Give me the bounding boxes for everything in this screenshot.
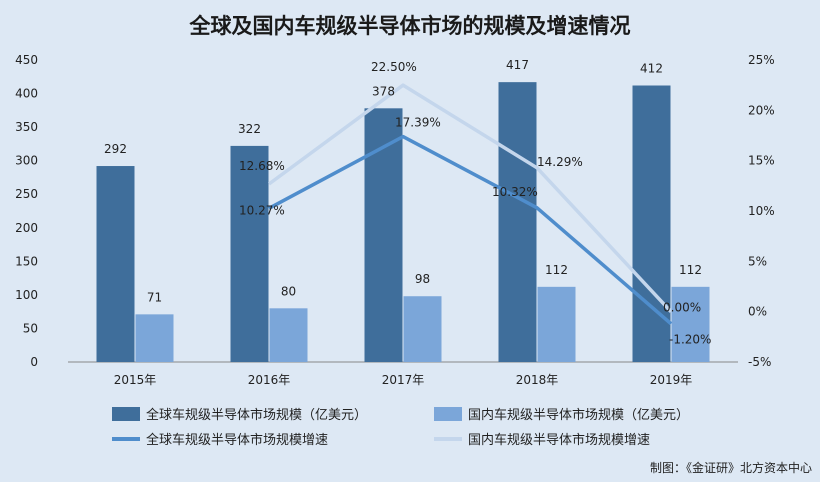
line-global-label: 10.27% bbox=[239, 203, 285, 217]
line-global-label: 10.32% bbox=[492, 185, 538, 199]
legend-swatch-domestic-bar bbox=[434, 406, 462, 421]
source-note: 制图：《金证研》北方资本中心 bbox=[649, 461, 812, 475]
bar-domestic-label: 71 bbox=[147, 290, 162, 304]
bar-global bbox=[230, 145, 269, 362]
legend-item-domestic-bar: 国内车规级半导体市场规模（亿美元） bbox=[434, 404, 742, 423]
y-left-tick-label: 50 bbox=[23, 321, 38, 335]
y-right-tick-label: -5% bbox=[748, 355, 771, 369]
bar-domestic bbox=[403, 296, 442, 362]
legend-swatch-domestic-line bbox=[434, 436, 462, 441]
legend-label-global-bar: 全球车规级半导体市场规模（亿美元） bbox=[146, 408, 368, 423]
bar-global bbox=[96, 166, 135, 362]
axes-layer: 0 50 100 150 200 250 300 350 400 450 -5% 0% 5% 10% 15%… bbox=[15, 53, 775, 387]
bar-domestic bbox=[269, 308, 308, 362]
y-left-tick-label: 250 bbox=[15, 187, 38, 201]
line-global-label: -1.20% bbox=[669, 333, 711, 347]
x-tick-label: 2017年 bbox=[382, 373, 425, 387]
chart-plot: 0 50 100 150 200 250 300 350 400 450 -5% 0% 5% 10% 15%… bbox=[15, 53, 775, 387]
bars-layer bbox=[96, 82, 710, 362]
legend-label-domestic-line: 国内车规级半导体市场规模增速 bbox=[468, 433, 651, 448]
y-right-tick-label: 25% bbox=[748, 53, 775, 67]
labels-layer: 292 322 378 417 412 71 80 98 112 112 10.27% 17.39% 1… bbox=[104, 58, 711, 347]
y-left-tick-label: 300 bbox=[15, 154, 38, 168]
line-global-label: 17.39% bbox=[395, 116, 441, 130]
legend-item-global-line: 全球车规级半导体市场规模增速 bbox=[112, 429, 420, 448]
y-left-tick-label: 400 bbox=[15, 87, 38, 101]
chart-title: 全球及国内车规级半导体市场的规模及增速情况 bbox=[189, 14, 631, 38]
line-domestic bbox=[267, 83, 673, 313]
bar-domestic-label: 112 bbox=[545, 263, 568, 277]
x-tick-label: 2018年 bbox=[516, 373, 559, 387]
line-domestic-label: 22.50% bbox=[371, 60, 417, 74]
x-tick-label: 2015年 bbox=[114, 373, 157, 387]
y-right-tick-label: 15% bbox=[748, 154, 775, 168]
bar-domestic bbox=[671, 286, 710, 362]
y-left-tick-label: 150 bbox=[15, 254, 38, 268]
x-tick-label: 2019年 bbox=[650, 373, 693, 387]
legend-swatch-global-bar bbox=[112, 406, 140, 421]
bar-domestic-label: 112 bbox=[679, 263, 702, 277]
bar-global bbox=[498, 82, 537, 362]
bar-global-label: 292 bbox=[104, 142, 127, 156]
legend-item-domestic-line: 国内车规级半导体市场规模增速 bbox=[434, 429, 742, 448]
legend-label-domestic-bar: 国内车规级半导体市场规模（亿美元） bbox=[468, 408, 690, 423]
legend: 全球车规级半导体市场规模（亿美元） 国内车规级半导体市场规模（亿美元） 全球车规… bbox=[112, 404, 752, 448]
bar-global-label: 322 bbox=[238, 122, 261, 136]
lines-layer bbox=[267, 83, 673, 326]
bar-domestic bbox=[537, 286, 576, 362]
y-right-tick-label: 20% bbox=[748, 103, 775, 117]
y-left-tick-label: 450 bbox=[15, 53, 38, 67]
bar-global-label: 378 bbox=[372, 84, 395, 98]
line-domestic-label: 12.68% bbox=[239, 159, 285, 173]
bar-domestic bbox=[135, 314, 174, 362]
y-left-tick-label: 200 bbox=[15, 221, 38, 235]
y-right-tick-label: 10% bbox=[748, 204, 775, 218]
line-domestic-label: 0.00% bbox=[663, 301, 701, 315]
bar-global-label: 412 bbox=[640, 62, 663, 76]
y-right-tick-label: 0% bbox=[748, 305, 767, 319]
y-left-tick-label: 350 bbox=[15, 120, 38, 134]
legend-label-global-line: 全球车规级半导体市场规模增速 bbox=[146, 433, 329, 448]
bar-global-label: 417 bbox=[506, 58, 529, 72]
y-right-tick-label: 5% bbox=[748, 254, 767, 268]
y-left-tick-label: 0 bbox=[30, 355, 38, 369]
legend-item-global-bar: 全球车规级半导体市场规模（亿美元） bbox=[112, 404, 420, 423]
bar-domestic-label: 80 bbox=[281, 284, 296, 298]
bar-global bbox=[364, 108, 403, 362]
legend-swatch-global-line bbox=[112, 436, 140, 441]
y-left-tick-label: 100 bbox=[15, 288, 38, 302]
x-tick-label: 2016年 bbox=[248, 373, 291, 387]
line-domestic-label: 14.29% bbox=[537, 155, 583, 169]
bar-domestic-label: 98 bbox=[415, 272, 430, 286]
line-global bbox=[268, 134, 673, 326]
